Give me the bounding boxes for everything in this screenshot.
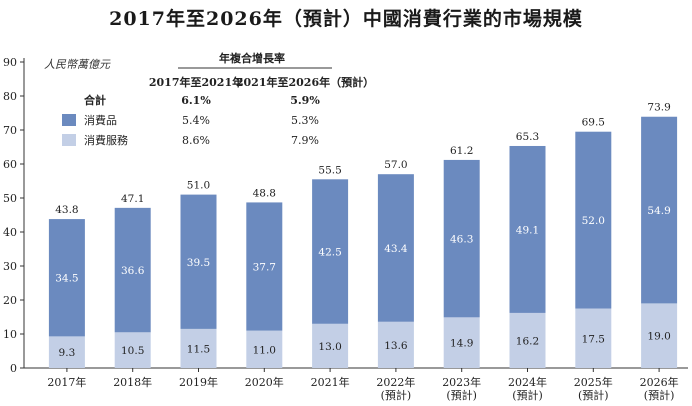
data-label-services: 16.2 <box>516 335 539 347</box>
data-label-goods: 42.5 <box>318 247 341 259</box>
bar-segment-goods <box>114 207 151 333</box>
y-tick-label: 30 <box>3 260 17 273</box>
data-label-services: 13.6 <box>384 340 408 352</box>
data-label-services: 14.9 <box>450 338 473 350</box>
data-label-goods: 46.3 <box>450 234 473 246</box>
data-label-total: 47.1 <box>121 193 144 205</box>
cagr-value: 6.1% <box>181 94 211 107</box>
bar-segment-goods <box>443 159 480 318</box>
cagr-value: 7.9% <box>291 134 319 147</box>
data-label-services: 9.3 <box>59 347 76 359</box>
x-tick-label: 2019年 <box>179 375 218 389</box>
y-tick-label: 60 <box>3 158 17 171</box>
bar-segment-services <box>641 303 678 368</box>
x-tick-label: (預計) <box>644 388 675 402</box>
y-tick-label: 70 <box>3 124 17 137</box>
data-label-total: 69.5 <box>582 117 605 129</box>
y-tick-label: 90 <box>3 56 17 69</box>
bar-segment-services <box>48 336 85 368</box>
y-tick-label: 80 <box>3 90 17 103</box>
x-tick-label: 2026年 <box>640 375 679 389</box>
bar-segment-services <box>509 312 546 368</box>
cagr-value: 5.4% <box>182 114 210 127</box>
data-label-goods: 34.5 <box>55 273 78 285</box>
x-tick-label: (預計) <box>512 388 543 402</box>
bar-segment-services <box>246 330 283 368</box>
x-tick-label: 2018年 <box>113 375 152 389</box>
data-label-total: 65.3 <box>516 131 539 143</box>
bar-segment-goods <box>575 131 612 309</box>
bars-layer: 9.3 34.5 43.8 2017年 10.5 36.6 47.1 2018年 11.5 39.… <box>47 102 678 402</box>
bar-segment-goods <box>246 202 283 331</box>
bar-segment-goods <box>377 174 414 322</box>
data-label-total: 48.8 <box>253 187 276 199</box>
data-label-total: 57.0 <box>384 159 407 171</box>
bar-segment-services <box>180 328 217 368</box>
data-label-services: 11.0 <box>253 344 276 356</box>
data-label-total: 73.9 <box>647 102 670 114</box>
data-label-goods: 52.0 <box>582 215 605 227</box>
cagr-column-header: 2021年至2026年（預計） <box>236 75 374 89</box>
data-label-goods: 37.7 <box>253 262 276 274</box>
y-tick-label: 10 <box>3 328 17 341</box>
data-label-goods: 54.9 <box>647 205 670 217</box>
bar-segment-goods <box>48 219 85 337</box>
legend-label: 合計 <box>84 93 106 107</box>
legend-label: 消費品 <box>84 113 117 127</box>
data-label-total: 51.0 <box>187 180 210 192</box>
x-tick-label: 2021年 <box>311 375 350 389</box>
cagr-value: 8.6% <box>182 134 210 147</box>
legend-swatch <box>62 134 76 146</box>
x-tick-label: 2023年 <box>442 375 481 389</box>
y-tick-label: 50 <box>3 192 17 205</box>
cagr-value: 5.9% <box>290 94 320 107</box>
x-tick-label: 2024年 <box>508 375 547 389</box>
x-tick-label: 2025年 <box>574 375 613 389</box>
data-label-goods: 43.4 <box>384 243 408 255</box>
bar-segment-services <box>575 308 612 368</box>
x-tick-label: 2017年 <box>47 375 86 389</box>
y-tick-label: 20 <box>3 294 17 307</box>
chart-title: 2017年至2026年（預計）中國消費行業的市場規模 <box>109 8 583 30</box>
legend-swatch <box>62 114 76 126</box>
bar-segment-services <box>377 321 414 368</box>
x-tick-label: (預計) <box>446 388 477 402</box>
data-label-services: 17.5 <box>582 333 605 345</box>
data-label-goods: 49.1 <box>516 224 539 236</box>
data-label-total: 55.5 <box>318 164 341 176</box>
cagr-column-header: 2017年至2021年 <box>149 75 243 89</box>
data-label-services: 19.0 <box>647 331 670 343</box>
x-tick-label: (預計) <box>578 388 609 402</box>
data-label-goods: 39.5 <box>187 257 210 269</box>
bar-segment-services <box>443 317 480 368</box>
x-tick-label: 2022年 <box>376 375 415 389</box>
cagr-value: 5.3% <box>291 114 319 127</box>
x-tick-label: 2020年 <box>245 375 284 389</box>
legend-label: 消費服務 <box>84 133 128 147</box>
bar-segment-goods <box>180 194 217 329</box>
data-label-total: 61.2 <box>450 145 473 157</box>
data-label-services: 11.5 <box>187 343 210 355</box>
bar-segment-goods <box>641 116 678 304</box>
y-tick-label: 0 <box>10 362 17 375</box>
data-label-services: 10.5 <box>121 345 144 357</box>
bar-segment-goods <box>509 145 546 313</box>
data-label-total: 43.8 <box>55 204 78 216</box>
bar-segment-goods <box>312 179 349 324</box>
unit-label: 人民幣萬億元 <box>44 58 111 71</box>
x-tick-label: (預計) <box>381 388 412 402</box>
cagr-header: 年複合增長率 <box>219 51 285 65</box>
data-label-services: 13.0 <box>318 341 341 353</box>
bar-segment-services <box>312 323 349 368</box>
data-label-goods: 36.6 <box>121 265 145 277</box>
axis-layer: 0 10 20 30 40 50 60 70 80 90 <box>3 56 688 375</box>
bar-segment-services <box>114 332 151 368</box>
y-tick-label: 40 <box>3 226 17 239</box>
